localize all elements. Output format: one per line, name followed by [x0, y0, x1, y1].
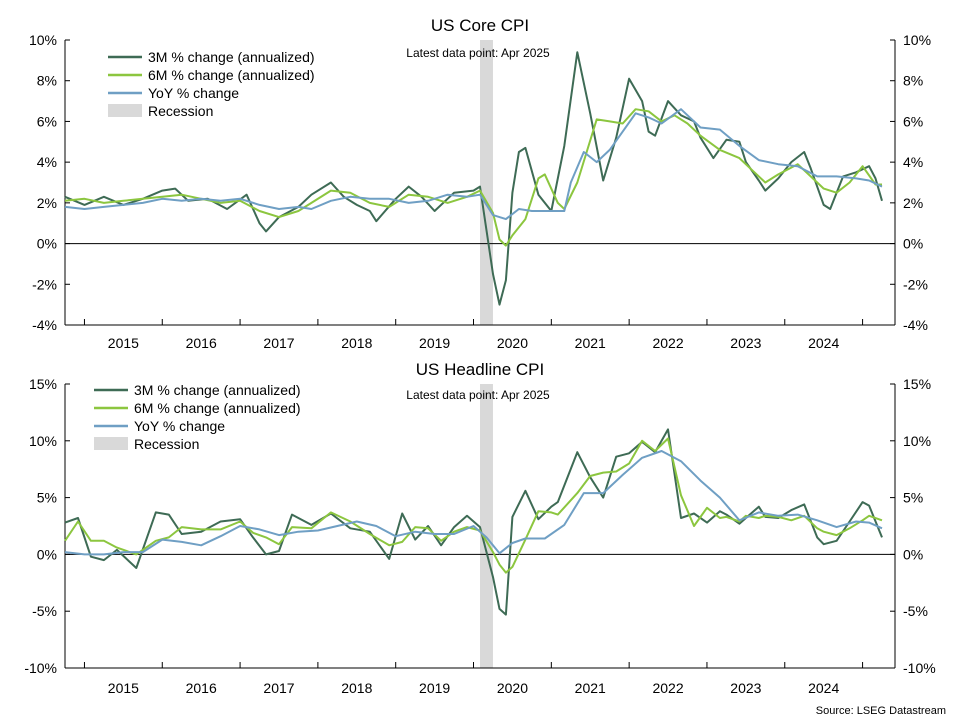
headline-x-tick-label: 2024	[808, 680, 839, 696]
core-y-tick-label-right: 8%	[903, 73, 923, 89]
core-y-tick-label-right: -2%	[903, 276, 928, 292]
headline-legend-label-3m-pct-change-annualized: 3M % change (annualized)	[134, 382, 301, 398]
core-x-tick-label: 2017	[263, 335, 294, 351]
core-x-tick-label: 2021	[575, 335, 606, 351]
core-x-tick-label: 2022	[652, 335, 683, 351]
headline-x-tick-label: 2019	[419, 680, 450, 696]
core-x-tick-label: 2018	[341, 335, 372, 351]
core-legend-label-3m-pct-change-annualized: 3M % change (annualized)	[148, 49, 315, 65]
core-cpi-panel: -4% -4% -2% -2% 0% 0% 2% 2% 4% 4% 6% 6% 8% 8% 10% 10% 20…	[29, 16, 931, 351]
headline-y-tick-label-right: -10%	[903, 660, 936, 676]
headline-y-tick-label-left: -5%	[32, 603, 57, 619]
headline-y-tick-label-right: -5%	[903, 603, 928, 619]
headline-x-tick-label: 2015	[108, 680, 139, 696]
headline-x-tick-label: 2017	[263, 680, 294, 696]
core-chart-title: US Core CPI	[431, 16, 529, 35]
headline-latest-data-note: Latest data point: Apr 2025	[406, 388, 550, 402]
headline-series-6m-pct-change-annualized	[64, 437, 883, 574]
core-x-tick-label: 2020	[497, 335, 528, 351]
core-y-tick-label-right: 6%	[903, 113, 923, 129]
headline-series-yoy-pct-change	[64, 450, 883, 556]
headline-x-tick-label: 2016	[186, 680, 217, 696]
core-series-yoy-pct-change	[64, 108, 883, 221]
headline-y-tick-label-left: -10%	[24, 660, 57, 676]
headline-y-tick-label-right: 15%	[903, 376, 931, 392]
headline-y-tick-label-left: 10%	[29, 433, 57, 449]
headline-y-tick-label-left: 0%	[37, 546, 57, 562]
headline-cpi-panel: -10% -10% -5% -5% 0% 0% 5% 5% 10% 10% 15% 15% 2015 20…	[24, 360, 935, 696]
core-y-tick-label-right: 10%	[903, 32, 931, 48]
headline-legend-label-6m-pct-change-annualized: 6M % change (annualized)	[134, 400, 301, 416]
core-y-tick-label-left: 4%	[37, 154, 57, 170]
headline-y-tick-label-left: 5%	[37, 490, 57, 506]
headline-y-tick-label-right: 5%	[903, 490, 923, 506]
core-x-tick-label: 2015	[108, 335, 139, 351]
headline-y-tick-label-right: 0%	[903, 546, 923, 562]
headline-x-tick-label: 2020	[497, 680, 528, 696]
core-y-tick-label-right: -4%	[903, 317, 928, 333]
core-legend-label-yoy-pct-change: YoY % change	[148, 85, 239, 101]
core-x-tick-label: 2019	[419, 335, 450, 351]
core-y-tick-label-right: 2%	[903, 195, 923, 211]
headline-series-3m-pct-change-annualized	[64, 428, 883, 616]
headline-y-tick-label-left: 15%	[29, 376, 57, 392]
core-y-tick-label-right: 4%	[903, 154, 923, 170]
core-x-tick-label: 2016	[186, 335, 217, 351]
core-latest-data-note: Latest data point: Apr 2025	[406, 46, 550, 60]
core-y-tick-label-left: 2%	[37, 195, 57, 211]
core-legend-swatch-recession	[108, 104, 142, 117]
headline-x-tick-label: 2021	[575, 680, 606, 696]
core-series-3m-pct-change-annualized	[64, 51, 883, 306]
headline-x-tick-label: 2022	[652, 680, 683, 696]
source-note: Source: LSEG Datastream	[816, 705, 946, 717]
headline-recession-band	[480, 384, 493, 668]
core-series-6m-pct-change-annualized	[64, 108, 882, 247]
headline-x-tick-label: 2018	[341, 680, 372, 696]
core-x-tick-label: 2024	[808, 335, 839, 351]
headline-y-tick-label-right: 10%	[903, 433, 931, 449]
core-legend-label-recession: Recession	[148, 103, 213, 119]
core-y-tick-label-left: 0%	[37, 236, 57, 252]
core-y-tick-label-left: 6%	[37, 113, 57, 129]
core-y-tick-label-right: 0%	[903, 236, 923, 252]
core-y-tick-label-left: 8%	[37, 73, 57, 89]
headline-chart-title: US Headline CPI	[416, 360, 545, 379]
core-y-tick-label-left: -2%	[32, 276, 57, 292]
headline-x-tick-label: 2023	[730, 680, 761, 696]
core-x-tick-label: 2023	[730, 335, 761, 351]
headline-legend-label-yoy-pct-change: YoY % change	[134, 418, 225, 434]
core-y-tick-label-left: 10%	[29, 32, 57, 48]
headline-legend-swatch-recession	[94, 437, 128, 450]
core-y-tick-label-left: -4%	[32, 317, 57, 333]
headline-legend-label-recession: Recession	[134, 436, 199, 452]
core-recession-band	[480, 40, 493, 325]
core-legend-label-6m-pct-change-annualized: 6M % change (annualized)	[148, 67, 315, 83]
